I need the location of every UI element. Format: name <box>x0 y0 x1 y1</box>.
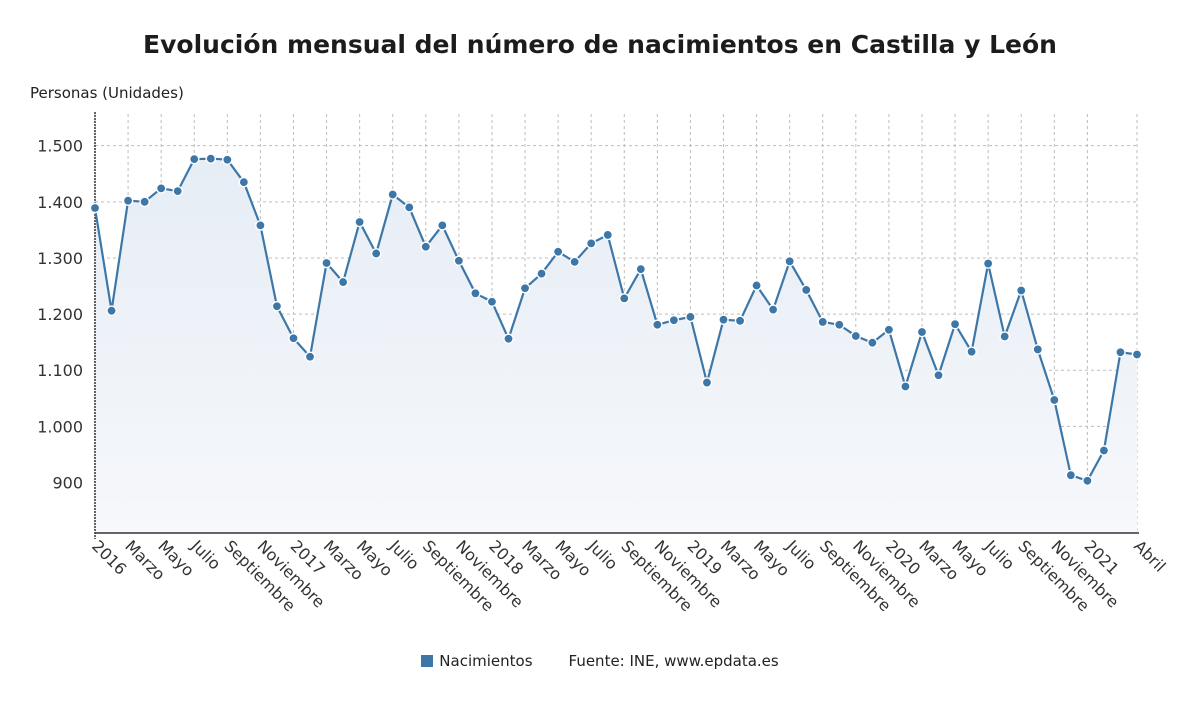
data-point-2019-04 <box>734 315 746 327</box>
series-line-nacimientos <box>93 157 1138 483</box>
y-tick-label: 1.400 <box>37 193 83 212</box>
data-point-2016-12 <box>271 300 283 312</box>
legend-label-nacimientos: Nacimientos <box>439 652 533 670</box>
data-point-2018-12 <box>668 314 680 326</box>
y-tick-label: 1.500 <box>37 137 83 156</box>
data-point-2018-04 <box>536 268 547 279</box>
data-point-2020-06 <box>966 346 977 357</box>
source-note: Fuente: INE, www.epdata.es <box>568 652 779 670</box>
data-point-2017-03 <box>321 257 332 269</box>
data-point-2020-02 <box>900 381 911 392</box>
data-point-2016-07 <box>188 153 200 165</box>
data-point-2016-08 <box>205 153 217 164</box>
y-tick-label: 1.200 <box>37 305 83 324</box>
data-point-2018-03 <box>519 282 531 294</box>
data-point-2017-01 <box>288 332 299 344</box>
data-point-2019-01 <box>685 311 696 323</box>
data-point-2016-03 <box>122 195 134 206</box>
y-axis-label: Personas (Unidades) <box>30 84 184 102</box>
y-tick-label: 900 <box>52 473 83 492</box>
data-point-2020-08 <box>999 331 1010 342</box>
data-point-2019-10 <box>833 319 845 331</box>
data-point-2018-05 <box>552 246 564 258</box>
data-point-2017-06 <box>370 248 382 259</box>
data-point-2020-03 <box>916 326 928 338</box>
data-point-2017-02 <box>304 351 316 363</box>
data-point-2020-07 <box>982 258 994 269</box>
data-point-2021-02 <box>1098 445 1110 456</box>
area-fill <box>95 158 1137 533</box>
legend-swatch-nacimientos <box>421 655 434 667</box>
data-point-2018-06 <box>569 256 580 268</box>
data-point-2018-02 <box>503 333 514 345</box>
data-point-2017-05 <box>354 216 365 228</box>
data-point-2021-03 <box>1115 346 1126 358</box>
data-point-2019-07 <box>784 256 795 267</box>
data-point-2017-04 <box>337 276 349 288</box>
data-point-2019-12 <box>867 337 878 349</box>
y-tick-labels: 900 1.000 1.100 1.200 1.300 1.400 1.500 <box>37 137 83 493</box>
data-point-2021-04 <box>1131 349 1143 360</box>
data-point-2017-10 <box>437 220 448 231</box>
data-point-2017-08 <box>403 202 415 213</box>
data-point-2018-07 <box>585 238 597 249</box>
data-point-2017-11 <box>453 255 465 267</box>
data-point-2019-03 <box>718 314 729 325</box>
y-tick-label: 1.000 <box>37 417 83 436</box>
data-point-2017-09 <box>420 241 432 253</box>
data-point-2016-09 <box>222 154 233 166</box>
data-points <box>89 153 1143 487</box>
data-point-2019-06 <box>767 304 779 315</box>
data-point-2018-10 <box>635 263 647 275</box>
data-point-2020-05 <box>949 318 961 330</box>
data-point-2016-05 <box>155 183 167 194</box>
data-point-2021-01 <box>1082 475 1093 487</box>
data-point-2016-11 <box>255 220 266 231</box>
data-point-2016-10 <box>238 176 250 188</box>
chart-title: Evolución mensual del número de nacimien… <box>143 30 1057 59</box>
x-tick-label: Abril <box>1130 536 1169 575</box>
data-point-2018-11 <box>652 319 663 331</box>
data-point-2020-01 <box>883 324 895 336</box>
data-point-2020-09 <box>1015 285 1027 296</box>
data-point-2018-01 <box>486 296 498 308</box>
data-point-2019-11 <box>850 330 862 342</box>
x-tick-label: 2016 <box>88 536 130 578</box>
legend: Nacimientos Fuente: INE, www.epdata.es <box>0 652 1200 670</box>
data-point-2016-01 <box>89 202 101 214</box>
data-point-2018-08 <box>602 229 614 241</box>
data-point-2016-04 <box>139 196 150 208</box>
data-point-2019-05 <box>751 280 762 291</box>
data-point-2020-12 <box>1065 469 1077 481</box>
data-point-2020-10 <box>1032 344 1044 355</box>
data-point-2017-12 <box>470 288 481 299</box>
axes <box>94 112 1139 539</box>
data-point-2019-09 <box>817 316 829 328</box>
y-tick-label: 1.100 <box>37 361 83 380</box>
data-point-2017-07 <box>387 189 399 200</box>
data-point-2016-06 <box>172 185 183 197</box>
data-point-2020-04 <box>933 369 944 381</box>
data-point-2016-02 <box>106 305 117 317</box>
x-tick-labels: 2016MarzoMayoJulioSeptiembreNoviembre201… <box>88 536 1169 616</box>
y-tick-label: 1.300 <box>37 249 83 268</box>
data-point-2019-02 <box>701 377 713 388</box>
data-point-2019-08 <box>800 284 812 296</box>
data-point-2018-09 <box>618 293 630 304</box>
data-point-2020-11 <box>1049 394 1060 406</box>
